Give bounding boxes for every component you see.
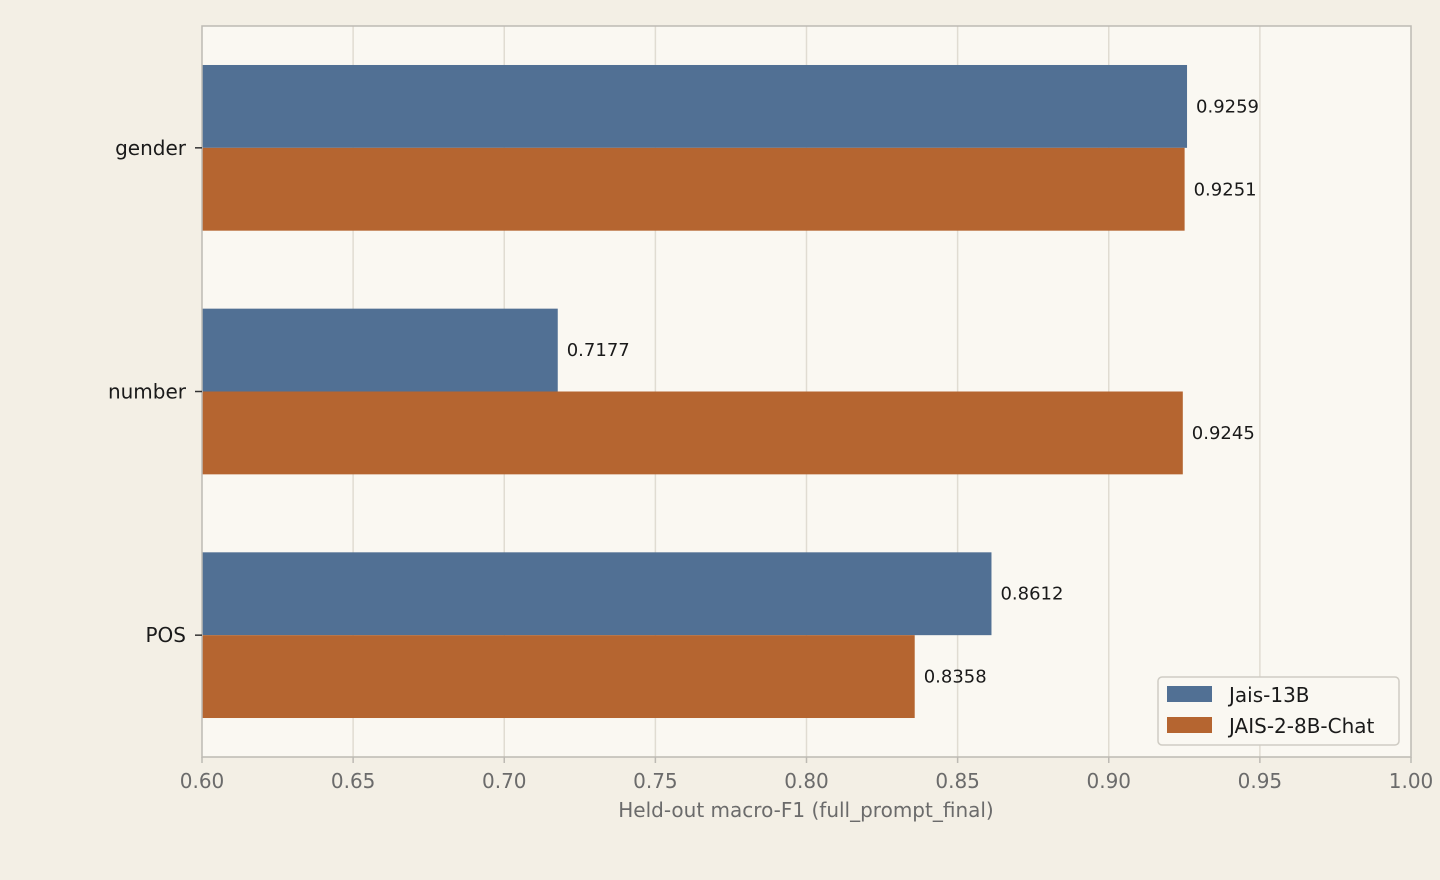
value-label: 0.7177 — [567, 340, 630, 361]
bar-jais-13b-pos — [202, 552, 992, 636]
y-axis-ticks: gender number POS — [108, 136, 202, 647]
bar-jais-2-8b-chat-pos — [202, 635, 915, 719]
x-tick-label: 0.80 — [784, 769, 829, 793]
value-label: 0.8612 — [1000, 584, 1063, 605]
x-tick-label: 1.00 — [1389, 769, 1434, 793]
x-tick-label: 0.65 — [331, 769, 376, 793]
value-label: 0.9259 — [1196, 96, 1259, 117]
x-tick-label: 0.85 — [935, 769, 980, 793]
x-tick-label: 0.90 — [1086, 769, 1131, 793]
x-tick-label: 0.60 — [180, 769, 225, 793]
y-tick-label-gender: gender — [115, 136, 187, 160]
value-label: 0.9251 — [1194, 179, 1257, 200]
bars — [202, 64, 1188, 719]
legend-box — [1157, 676, 1400, 746]
legend-label-jais-2-8b-chat: JAIS-2-8B-Chat — [1227, 714, 1375, 738]
y-tick-label-number: number — [108, 380, 187, 404]
x-axis-ticks: 0.60 0.65 0.70 0.75 0.80 0.85 0.90 0.95 1.00 — [180, 757, 1434, 793]
value-labels: 0.9259 0.9251 0.7177 0.9245 0.8612 0.8358 — [567, 96, 1259, 687]
x-axis-label: Held-out macro-F1 (full_prompt_final) — [618, 798, 993, 822]
bar-jais-2-8b-chat-gender — [202, 147, 1185, 231]
legend-swatch-jais-13b — [1167, 686, 1212, 702]
y-tick-label-pos: POS — [146, 623, 187, 647]
value-label: 0.9245 — [1192, 423, 1255, 444]
bar-jais-13b-number — [202, 308, 558, 392]
legend: Jais-13B JAIS-2-8B-Chat — [1157, 676, 1400, 746]
value-label: 0.8358 — [924, 667, 987, 688]
legend-label-jais-13b: Jais-13B — [1227, 683, 1310, 707]
x-tick-label: 0.75 — [633, 769, 678, 793]
legend-swatch-jais-2-8b-chat — [1167, 717, 1212, 733]
bar-jais-13b-gender — [202, 64, 1188, 148]
x-tick-label: 0.70 — [482, 769, 527, 793]
bar-jais-2-8b-chat-number — [202, 391, 1183, 475]
x-tick-label: 0.95 — [1238, 769, 1283, 793]
